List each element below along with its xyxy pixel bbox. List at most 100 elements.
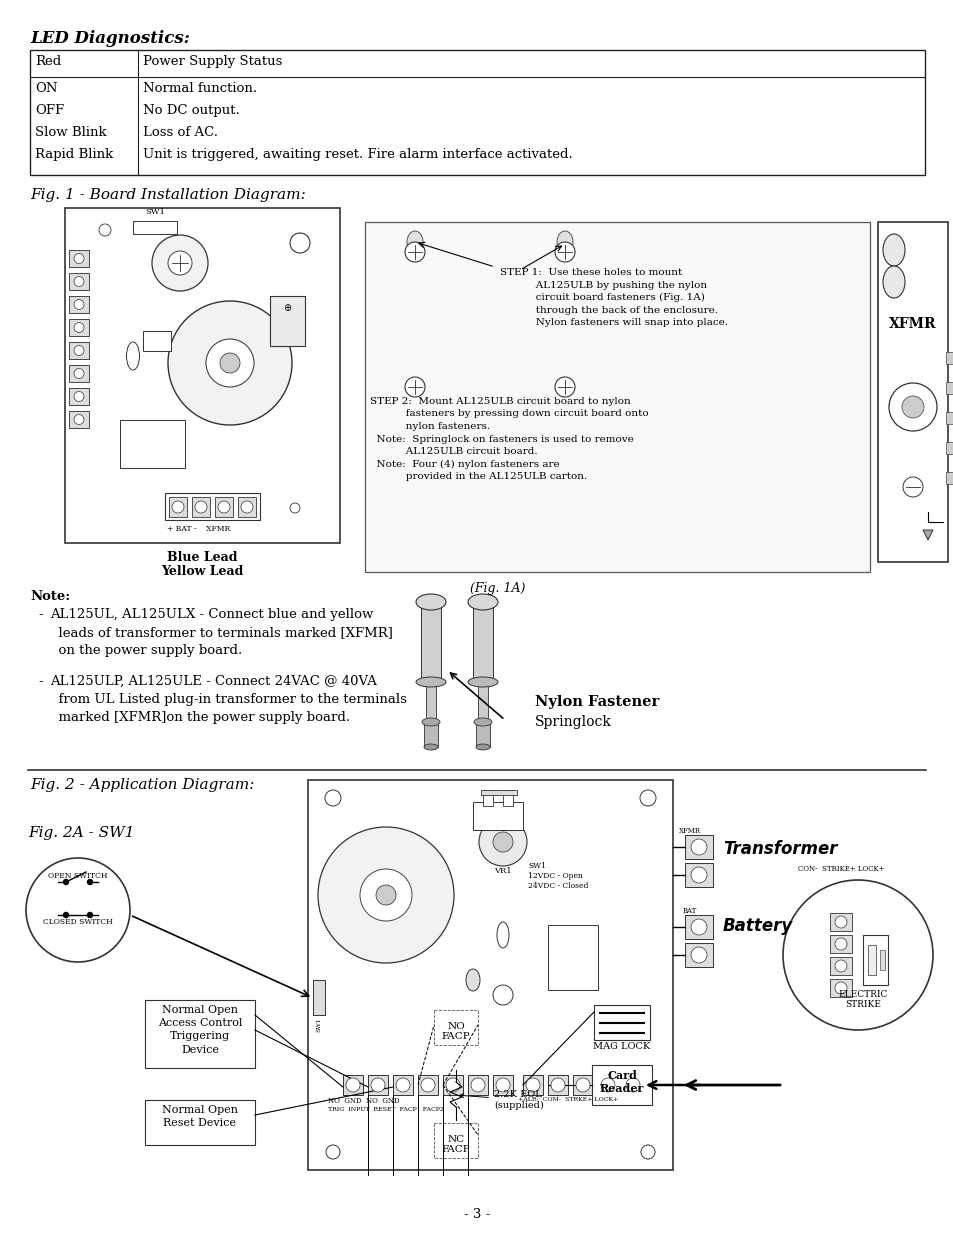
Circle shape [888,383,936,431]
Text: NC
FACP: NC FACP [441,1135,470,1155]
Ellipse shape [421,718,439,726]
Bar [120,420,185,468]
Circle shape [206,338,253,387]
Circle shape [74,346,84,356]
Ellipse shape [882,266,904,298]
Bar [867,945,875,974]
Bar [132,221,177,233]
Text: Normal Open
Reset Device: Normal Open Reset Device [162,1105,237,1129]
Text: Power Supply Status: Power Supply Status [143,56,282,68]
Circle shape [168,251,192,275]
Bar [426,682,436,722]
Bar [493,1074,513,1095]
Circle shape [88,913,92,918]
Bar [365,222,869,572]
Circle shape [26,858,130,962]
Circle shape [420,1078,435,1092]
Circle shape [74,253,84,263]
Ellipse shape [465,969,479,990]
Circle shape [64,879,69,884]
Bar [945,442,953,454]
Circle shape [241,501,253,513]
Circle shape [625,1078,639,1092]
Bar [423,722,437,747]
Circle shape [600,1078,615,1092]
Circle shape [99,224,111,236]
Circle shape [834,939,846,950]
Circle shape [471,1078,484,1092]
Circle shape [290,503,299,513]
Circle shape [74,391,84,401]
Circle shape [168,301,292,425]
Circle shape [782,881,932,1030]
Text: SW1: SW1 [145,207,165,216]
Bar [877,222,947,562]
Circle shape [88,879,92,884]
Circle shape [901,396,923,417]
Bar [308,781,672,1170]
Bar [573,1074,593,1095]
Bar [598,1074,618,1095]
Bar [30,49,924,175]
Text: XFMR: XFMR [679,827,700,835]
Text: TRIG  INPUT  RESET  FACP1 FACP2: TRIG INPUT RESET FACP1 FACP2 [328,1107,443,1112]
Text: + BAT -    XFMR: + BAT - XFMR [167,525,230,534]
Bar [684,915,712,939]
Bar [829,979,851,997]
Bar [945,382,953,394]
Text: Fig. 2A - SW1: Fig. 2A - SW1 [28,826,134,840]
Text: Card
Reader: Card Reader [599,1070,643,1094]
Text: SW1: SW1 [316,1016,321,1031]
Circle shape [74,300,84,310]
Text: ⊕: ⊕ [283,303,291,312]
Bar [442,1074,462,1095]
Bar [879,950,884,969]
Bar [192,496,210,517]
Text: CON-  STRIKE+ LOCK+: CON- STRIKE+ LOCK+ [797,864,883,873]
Circle shape [395,1078,410,1092]
Text: Fig. 1 - Board Installation Diagram:: Fig. 1 - Board Installation Diagram: [30,188,305,203]
Circle shape [405,242,424,262]
Bar [594,1005,649,1040]
Circle shape [576,1078,589,1092]
Bar [343,1074,363,1095]
Bar [65,207,339,543]
Bar [684,863,712,887]
Bar [270,296,305,346]
Circle shape [194,501,207,513]
Bar [69,366,89,382]
Circle shape [478,818,526,866]
Text: NO
FACP: NO FACP [441,1023,470,1041]
Bar [468,1074,488,1095]
Circle shape [371,1078,385,1092]
Circle shape [74,322,84,332]
Text: Slow Blink: Slow Blink [35,126,107,140]
Bar [237,496,255,517]
Text: Transformer: Transformer [722,840,837,858]
Text: MAG LOCK: MAG LOCK [593,1042,650,1051]
Bar [145,1100,254,1145]
Bar [169,496,187,517]
Text: Green
Lead
(ground): Green Lead (ground) [952,508,953,537]
Circle shape [555,377,575,396]
Circle shape [639,790,656,806]
Ellipse shape [416,594,446,610]
Circle shape [496,1078,510,1092]
Ellipse shape [127,342,139,370]
Text: -: - [38,608,43,621]
Text: NO  GND  NO  GND: NO GND NO GND [328,1097,399,1105]
Bar [145,1000,254,1068]
Bar [313,981,325,1015]
Bar [476,722,490,747]
Circle shape [152,235,208,291]
Circle shape [446,1078,459,1092]
Bar [368,1074,388,1095]
Bar [477,682,488,722]
Text: CLOSED SWITCH: CLOSED SWITCH [43,918,112,926]
Text: AL125ULP, AL125ULE - Connect 24VAC @ 40VA
  from UL Listed plug-in transformer t: AL125ULP, AL125ULE - Connect 24VAC @ 40V… [50,676,406,724]
Bar [143,331,171,351]
Text: Normal function.: Normal function. [143,82,257,95]
Text: Fig. 2 - Application Diagram:: Fig. 2 - Application Diagram: [30,778,254,792]
Text: Yellow Lead: Yellow Lead [161,564,243,578]
Text: STEP 1:  Use these holes to mount
           AL125ULB by pushing the nylon
     : STEP 1: Use these holes to mount AL125UL… [499,268,727,327]
